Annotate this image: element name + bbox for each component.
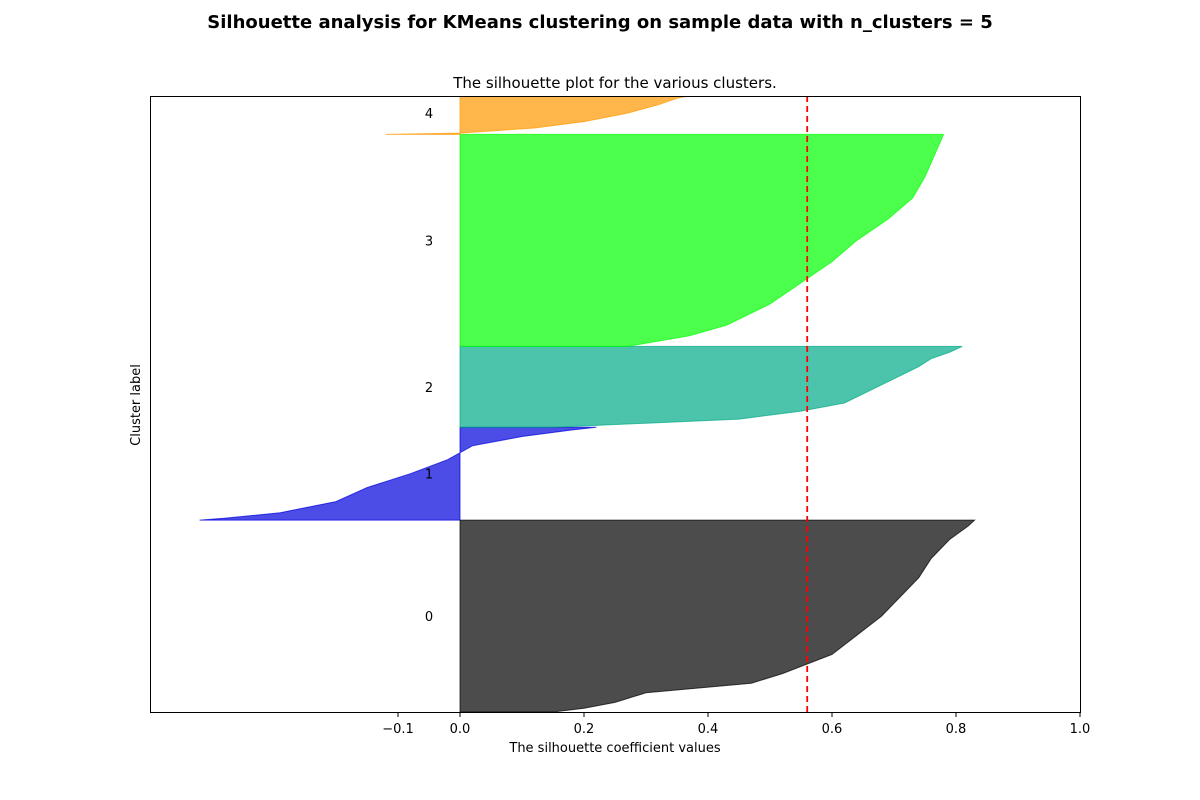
x-tick-label: 0.0 [450, 722, 471, 737]
silhouette-areas [199, 96, 976, 712]
x-axis-ticks: −0.1 0.0 0.2 0.4 0.6 0.8 1.0 [382, 712, 1090, 737]
x-tick-label: 0.2 [574, 722, 595, 737]
silhouette-cluster-3 [459, 133, 945, 347]
y-axis-label: Cluster label [129, 364, 144, 446]
x-axis-label: The silhouette coefficient values [508, 741, 720, 756]
cluster-label-2: 2 [425, 381, 433, 396]
silhouette-cluster-4 [385, 96, 691, 135]
cluster-label-3: 3 [425, 234, 433, 249]
silhouette-cluster-1 [199, 426, 597, 521]
silhouette-cluster-2 [459, 345, 963, 428]
axes-frame [150, 96, 1081, 713]
x-tick-label: −0.1 [382, 722, 414, 737]
cluster-label-4: 4 [425, 107, 433, 122]
axes-title: The silhouette plot for the various clus… [452, 74, 777, 92]
cluster-label-1: 1 [425, 468, 433, 483]
cluster-labels: 0 1 2 3 4 [425, 107, 433, 625]
x-tick-label: 0.4 [698, 722, 719, 737]
x-tick-label: 0.6 [822, 722, 843, 737]
x-tick-label: 0.8 [946, 722, 967, 737]
silhouette-cluster-0 [459, 519, 976, 712]
cluster-label-0: 0 [425, 610, 433, 625]
x-tick-label: 1.0 [1070, 722, 1091, 737]
figure-suptitle: Silhouette analysis for KMeans clusterin… [207, 12, 993, 33]
